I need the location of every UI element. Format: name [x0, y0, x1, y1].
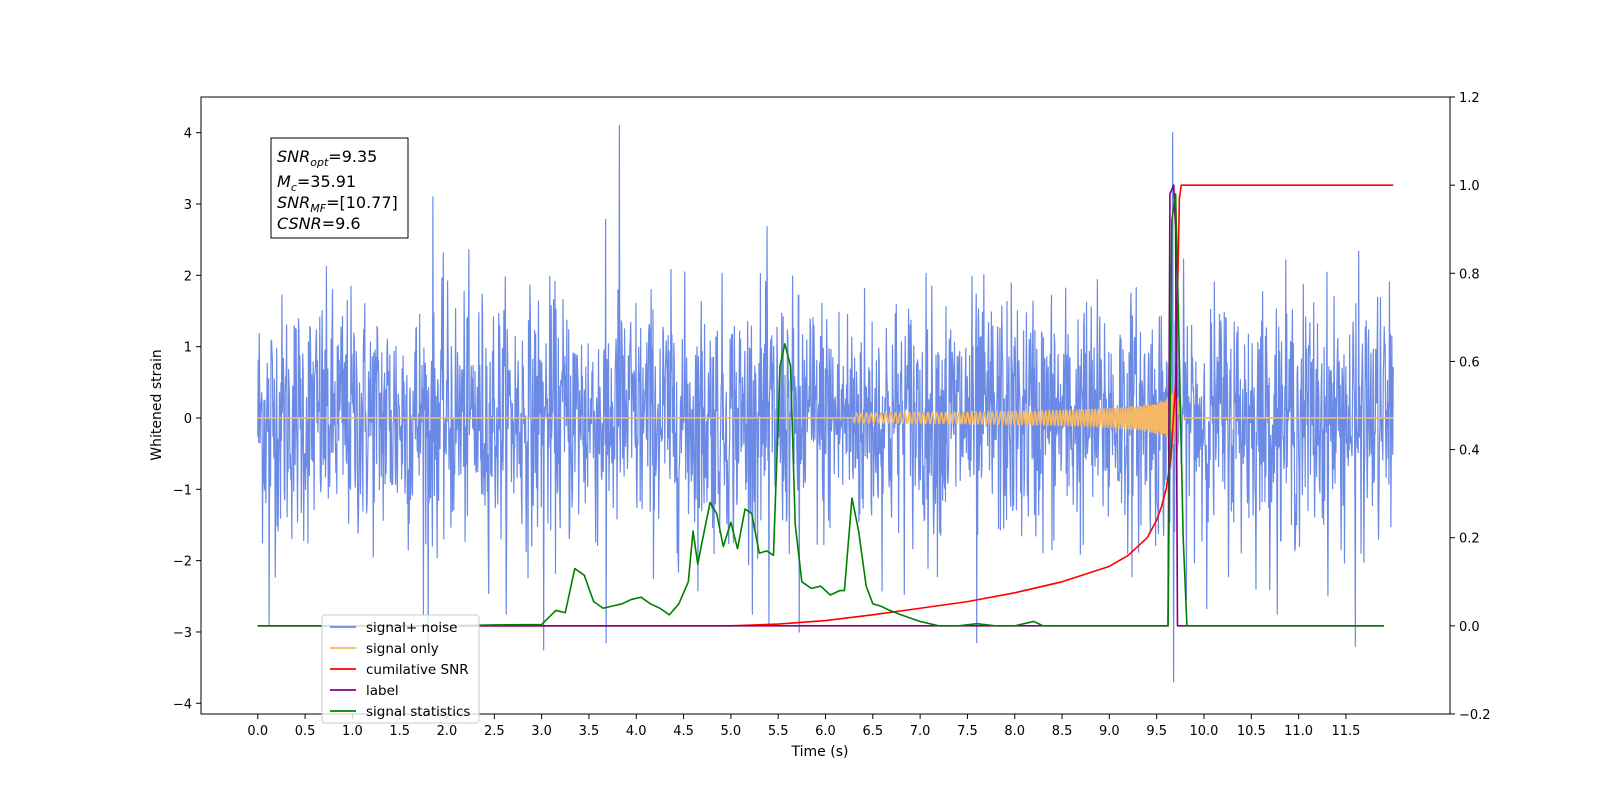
y-left-tick-label: −1 — [173, 483, 192, 498]
annotation-symbol: M — [277, 172, 291, 191]
annotation-symbol: SNR — [277, 147, 310, 166]
annotation-symbol: CSNR — [277, 214, 322, 233]
x-tick-label: 8.5 — [1052, 724, 1073, 739]
annotation-symbol: SNR — [277, 193, 310, 212]
x-tick-label: 1.0 — [342, 724, 363, 739]
x-axis: 0.0 0.5 1.0 1.5 2.0 2.5 3.0 3.5 4.0 4.5 5.0 5.5 6.0 6… — [247, 714, 1360, 739]
y-left-tick-label: −3 — [173, 626, 192, 641]
legend: signal+ noise signal only cumilative SNR la… — [321, 614, 480, 724]
x-tick-label: 7.0 — [910, 724, 931, 739]
series-layer — [257, 124, 1394, 683]
y-right-tick-label: 1.2 — [1459, 91, 1480, 106]
y-left-tick-label: 1 — [184, 341, 192, 356]
annotation-line: SNRopt=9.35 — [277, 147, 377, 169]
annotation-line: SNRMF=[10.77] — [277, 193, 398, 215]
x-tick-label: 6.5 — [862, 724, 883, 739]
y-right-tick-label: 1.0 — [1459, 179, 1480, 194]
series-line-2 — [257, 184, 1394, 627]
x-axis-label: Time (s) — [791, 744, 849, 760]
annotation-subscript: MF — [310, 202, 326, 215]
y-axis-left: −4 −3 −2 −1 0 1 2 3 4 — [173, 127, 201, 712]
x-tick-label: 2.0 — [437, 724, 458, 739]
annotation-subscript: opt — [310, 156, 329, 169]
x-tick-label: 3.5 — [579, 724, 600, 739]
series-line-4 — [257, 193, 1384, 627]
annotation-value: =35.91 — [297, 172, 356, 191]
legend-label: signal+ noise — [366, 620, 457, 636]
x-tick-label: 0.5 — [295, 724, 316, 739]
x-tick-label: 10.5 — [1237, 724, 1266, 739]
y-left-tick-label: 0 — [184, 412, 192, 427]
annotation-value: =9.6 — [322, 214, 361, 233]
y-right-tick-label: 0.8 — [1459, 267, 1480, 282]
x-tick-label: 10.0 — [1190, 724, 1219, 739]
y-axis-label: Whitened strain — [149, 349, 165, 460]
series-line-0 — [257, 124, 1394, 683]
y-right-tick-label: 0.0 — [1459, 620, 1480, 635]
y-left-tick-label: 3 — [184, 198, 192, 213]
x-tick-label: 8.0 — [1004, 724, 1025, 739]
legend-label: cumilative SNR — [366, 662, 469, 678]
y-right-tick-label: 0.2 — [1459, 532, 1480, 547]
annotation-value: =[10.77] — [326, 193, 398, 212]
x-tick-label: 11.0 — [1284, 724, 1313, 739]
x-tick-label: 4.0 — [626, 724, 647, 739]
y-left-tick-label: 4 — [184, 127, 192, 142]
legend-label: signal statistics — [366, 704, 470, 720]
x-tick-label: 6.0 — [815, 724, 836, 739]
y-left-tick-label: −2 — [173, 555, 192, 570]
x-tick-label: 9.5 — [1146, 724, 1167, 739]
x-tick-label: 1.5 — [389, 724, 410, 739]
y-left-tick-label: 2 — [184, 269, 192, 284]
annotation-subscript: c — [291, 181, 297, 194]
legend-label: label — [366, 683, 399, 699]
annotation-frame — [270, 137, 409, 239]
x-tick-label: 4.5 — [673, 724, 694, 739]
legend-frame — [321, 614, 480, 724]
annotation-line: Mc=35.91 — [277, 172, 356, 194]
legend-label: signal only — [366, 641, 439, 657]
series-line-1 — [257, 393, 1394, 451]
y-right-tick-label: −0.2 — [1459, 708, 1491, 723]
x-tick-label: 7.5 — [957, 724, 978, 739]
annotation-line: CSNR=9.6 — [277, 214, 361, 233]
x-tick-label: 5.0 — [721, 724, 742, 739]
x-tick-label: 3.0 — [531, 724, 552, 739]
x-tick-label: 5.5 — [768, 724, 789, 739]
x-tick-label: 2.5 — [484, 724, 505, 739]
y-left-tick-label: −4 — [173, 697, 192, 712]
x-tick-label: 11.5 — [1331, 724, 1360, 739]
annotation-value: =9.35 — [328, 147, 377, 166]
x-tick-label: 0.0 — [247, 724, 268, 739]
y-right-tick-label: 0.4 — [1459, 444, 1480, 459]
y-right-tick-label: 0.6 — [1459, 355, 1480, 370]
y-axis-right: −0.2 0.0 0.2 0.4 0.6 0.8 1.0 1.2 — [1450, 91, 1491, 723]
x-tick-label: 9.0 — [1099, 724, 1120, 739]
